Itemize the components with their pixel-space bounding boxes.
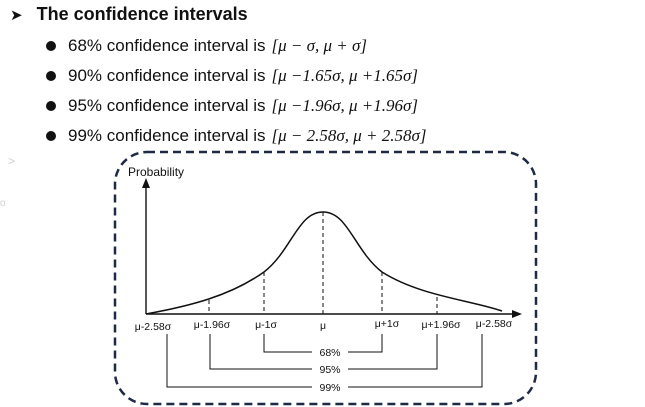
heading-title: The confidence intervals [36,4,248,24]
bullet-text: 99% confidence interval is [68,126,266,145]
arrow-bullet-icon: ➤ [10,6,23,24]
bullet-formula: [μ −1.65σ, μ +1.65σ] [271,66,419,85]
bullet-text: 95% confidence interval is [68,96,266,115]
y-axis-arrow-icon [142,178,150,188]
bullet-item: 95% confidence interval is [μ −1.96σ, μ … [46,96,418,116]
bracket-95 [348,334,438,370]
bracket-label-68: 68% [319,347,340,359]
bullet-dot-icon [46,71,56,81]
bracket-68 [263,334,312,353]
bracket-label-99: 99% [319,382,340,394]
bullet-text: 68% confidence interval is [68,36,266,55]
bullet-item: 68% confidence interval is [μ − σ, μ + σ… [46,36,367,56]
bracket-99 [166,334,312,388]
tick-label: μ-1.96σ [194,319,231,331]
y-axis-label: Probability [128,165,184,179]
bracket-99 [348,334,483,388]
faint-arrow-icon: > [8,154,16,168]
tick-label: μ-2.58σ [135,321,172,333]
bullet-dot-icon [46,131,56,141]
x-axis-arrow-icon [512,310,522,318]
bullet-text: 90% confidence interval is [68,66,266,85]
tick-label: μ-1σ [255,319,277,331]
section-heading: ➤ The confidence intervals [10,4,248,25]
tick-label: μ+1σ [375,318,400,330]
faint-mark-icon: o [0,198,6,209]
bullet-dot-icon [46,101,56,111]
bell-curve [145,211,503,315]
tick-label: μ+1.96σ [421,319,461,331]
bullet-formula: [μ − 2.58σ, μ + 2.58σ] [271,126,427,145]
bullet-item: 99% confidence interval is [μ − 2.58σ, μ… [46,126,427,146]
bracket-95 [209,334,312,370]
bullet-dot-icon [46,41,56,51]
bracket-68 [348,334,383,353]
bullet-formula: [μ − σ, μ + σ] [271,36,368,55]
bullet-item: 90% confidence interval is [μ −1.65σ, μ … [46,66,418,86]
bracket-label-95: 95% [319,364,340,376]
diagram-border [113,150,538,406]
tick-label: μ [320,320,326,332]
tick-label: μ-2.58σ [476,318,513,330]
bullet-formula: [μ −1.96σ, μ +1.96σ] [271,96,419,115]
